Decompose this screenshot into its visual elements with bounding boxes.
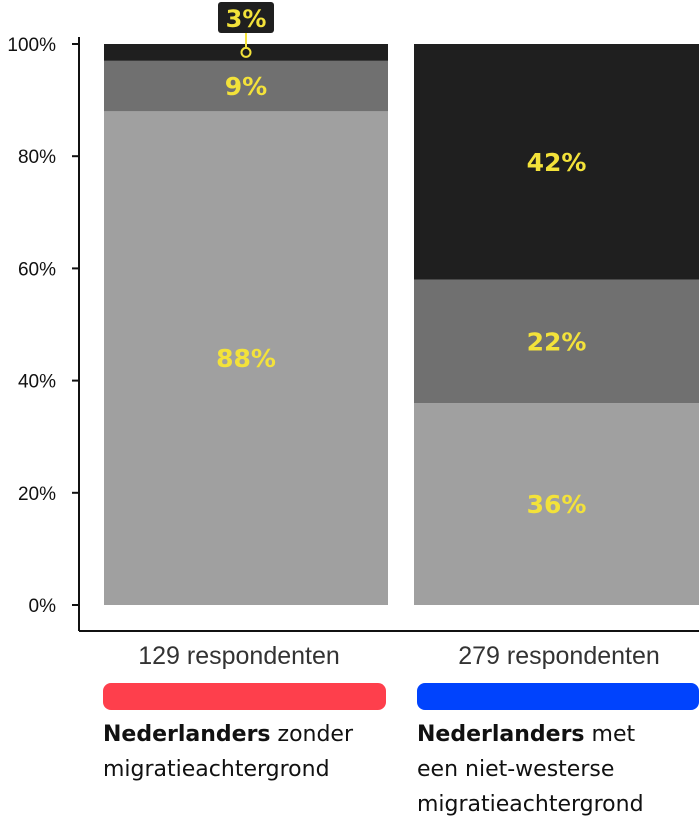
group-title-1-rest: zonder	[277, 722, 354, 747]
group-title-2-bold: Nederlanders	[417, 722, 585, 747]
callout-box	[218, 2, 274, 33]
bar-segment	[104, 60, 388, 112]
segment-value-label: 88%	[216, 344, 276, 373]
group-title-2-line2: een niet-westerse	[417, 757, 615, 782]
y-axis-ticks: 0% 20% 40% 60% 80% 100%	[7, 35, 79, 617]
respondents-count-group-2: 279 respondenten	[458, 642, 660, 670]
group-title-2-line3: migratieachtergrond	[417, 792, 644, 817]
bar-segment	[414, 279, 699, 404]
legend-key-group-2	[417, 683, 699, 710]
y-tick-label: 100%	[7, 35, 56, 56]
group-title-2: Nederlanders met een niet-westerse migra…	[417, 717, 699, 822]
group-title-1: Nederlanders zonder migratieachtergrond	[103, 717, 393, 787]
bars	[104, 44, 699, 605]
segment-value-label: 22%	[527, 327, 587, 356]
bar-segment	[414, 44, 699, 280]
stacked-bar-chart: 0% 20% 40% 60% 80% 100% 88% 9% 3% 36% 22% 42%	[7, 2, 699, 632]
group-title-1-bold: Nederlanders	[103, 722, 271, 747]
bar-segment	[104, 111, 388, 605]
segment-value-label: 3%	[226, 5, 267, 33]
bar-segment	[414, 403, 699, 605]
y-tick-label: 0%	[29, 596, 57, 617]
segment-value-label: 36%	[527, 490, 587, 519]
legend-key-group-1	[103, 683, 386, 710]
y-tick-label: 20%	[18, 484, 56, 505]
group-title-2-rest: met	[591, 722, 636, 747]
y-tick-label: 60%	[18, 259, 56, 280]
segment-value-label: 9%	[225, 72, 267, 101]
segment-value-label: 42%	[527, 148, 587, 177]
group-title-1-line2: migratieachtergrond	[103, 757, 330, 782]
respondents-count-group-1: 129 respondenten	[138, 642, 340, 670]
y-tick-label: 40%	[18, 372, 56, 393]
bar-segment	[104, 44, 388, 61]
callout-dot	[240, 46, 252, 58]
segment-labels: 88% 9% 3% 36% 22% 42%	[216, 2, 586, 519]
y-tick-label: 80%	[18, 147, 56, 168]
